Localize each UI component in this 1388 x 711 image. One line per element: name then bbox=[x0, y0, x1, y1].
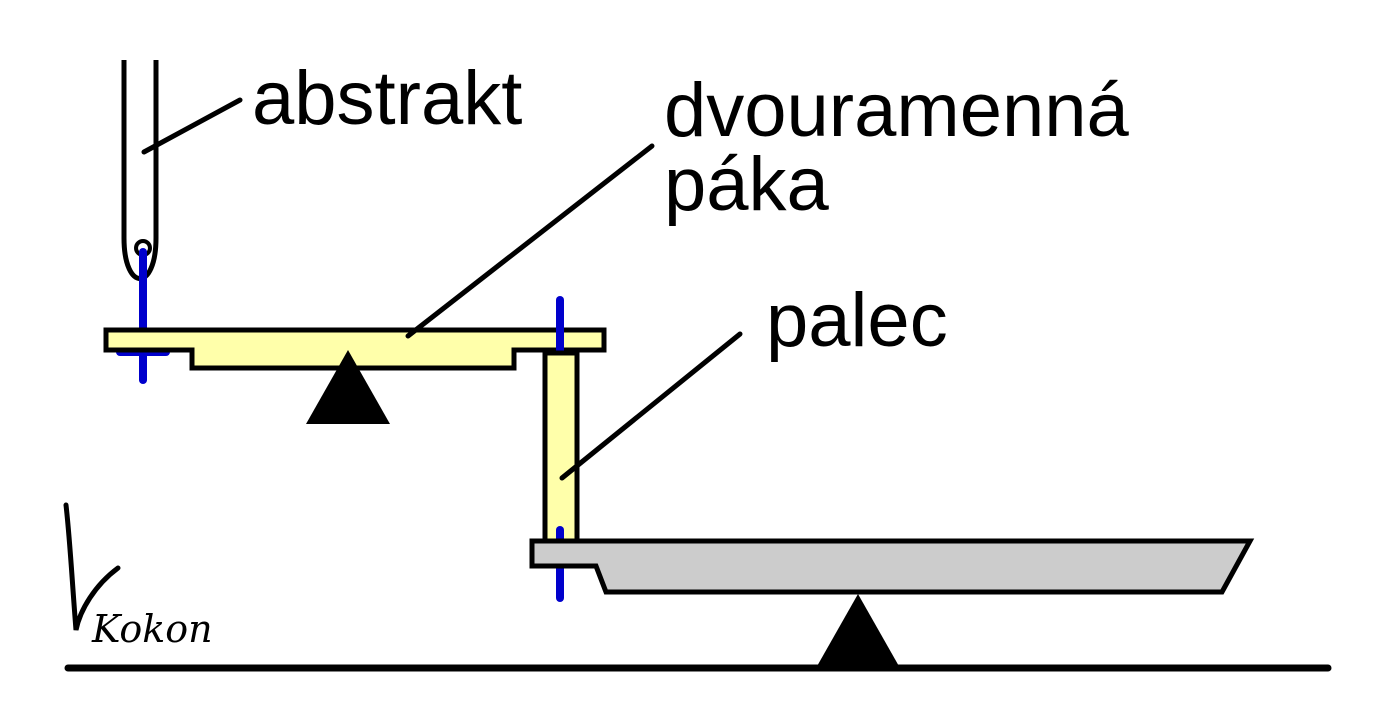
lower-lever bbox=[529, 538, 1255, 595]
label-lever-line2: páka bbox=[664, 142, 830, 227]
leader-lever bbox=[405, 143, 655, 339]
upper-lever bbox=[103, 327, 607, 371]
lower-fulcrum bbox=[816, 594, 900, 668]
left-pin bbox=[116, 248, 170, 384]
signature-mark: Kokon bbox=[63, 502, 213, 651]
label-thumb: palec bbox=[766, 278, 948, 363]
leader-abstract bbox=[141, 97, 243, 155]
label-lever-line1: dvouramenná bbox=[664, 68, 1129, 153]
upper-fulcrum bbox=[306, 350, 390, 424]
leader-thumb bbox=[559, 331, 743, 481]
thumb-bar bbox=[542, 350, 580, 544]
label-abstract: abstrakt bbox=[252, 56, 522, 141]
signature-text: Kokon bbox=[91, 607, 213, 651]
